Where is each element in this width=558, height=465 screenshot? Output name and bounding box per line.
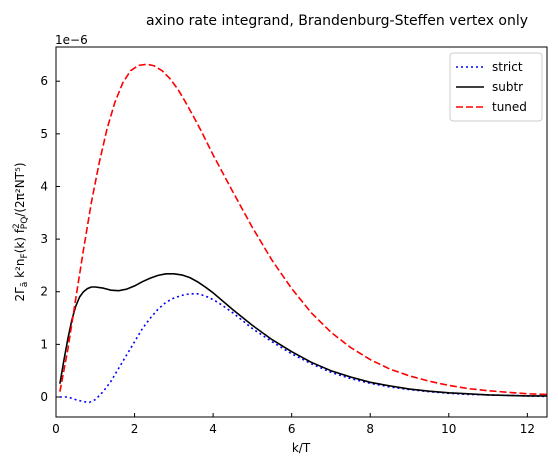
- y-label-rest2: (k) f: [13, 228, 27, 253]
- y-tick-label: 4: [40, 179, 48, 193]
- legend-label-tuned: tuned: [492, 100, 527, 114]
- x-tick-label: 10: [441, 422, 456, 436]
- legend-box: [449, 52, 543, 122]
- chart-title: axino rate integrand, Brandenburg-Steffe…: [146, 13, 528, 29]
- x-tick-label: 4: [209, 422, 217, 436]
- x-axis-label: k/T: [292, 441, 311, 455]
- legend-label-subtr: subtr: [492, 80, 523, 94]
- y-tick-label: 5: [40, 127, 48, 141]
- x-tick-label: 2: [131, 422, 139, 436]
- y-tick-label: 0: [40, 390, 48, 404]
- y-tick-label: 2: [40, 285, 48, 299]
- y-label-sub: ã: [20, 282, 30, 288]
- y-tick-label: 6: [40, 74, 48, 88]
- x-tick-label: 6: [288, 422, 296, 436]
- y-tick-label: 1: [40, 337, 48, 351]
- y-label-rest: k²n: [13, 258, 27, 281]
- x-tick-label: 12: [520, 422, 535, 436]
- legend: strict subtr tuned: [449, 52, 543, 122]
- y-label-sup: 2: [12, 223, 22, 229]
- series-line-tuned: [59, 63, 547, 396]
- series-line-subtr: [59, 272, 547, 397]
- x-tick-label: 8: [366, 422, 374, 436]
- y-offset-label: 1e−6: [55, 33, 88, 47]
- legend-label-strict: strict: [492, 60, 523, 74]
- plot-frame: [55, 46, 548, 418]
- y-axis-label: 2Γã k²nF(k) f2PQ/(2π²NT⁵): [12, 162, 30, 301]
- y-label-tail: /(2π²NT⁵): [13, 162, 27, 216]
- y-label-main: 2Γ: [13, 287, 27, 302]
- y-label-sub2: PQ: [20, 217, 30, 230]
- y-tick-label: 3: [40, 232, 48, 246]
- y-label-f: F: [20, 253, 30, 258]
- x-tick-label: 0: [52, 422, 60, 436]
